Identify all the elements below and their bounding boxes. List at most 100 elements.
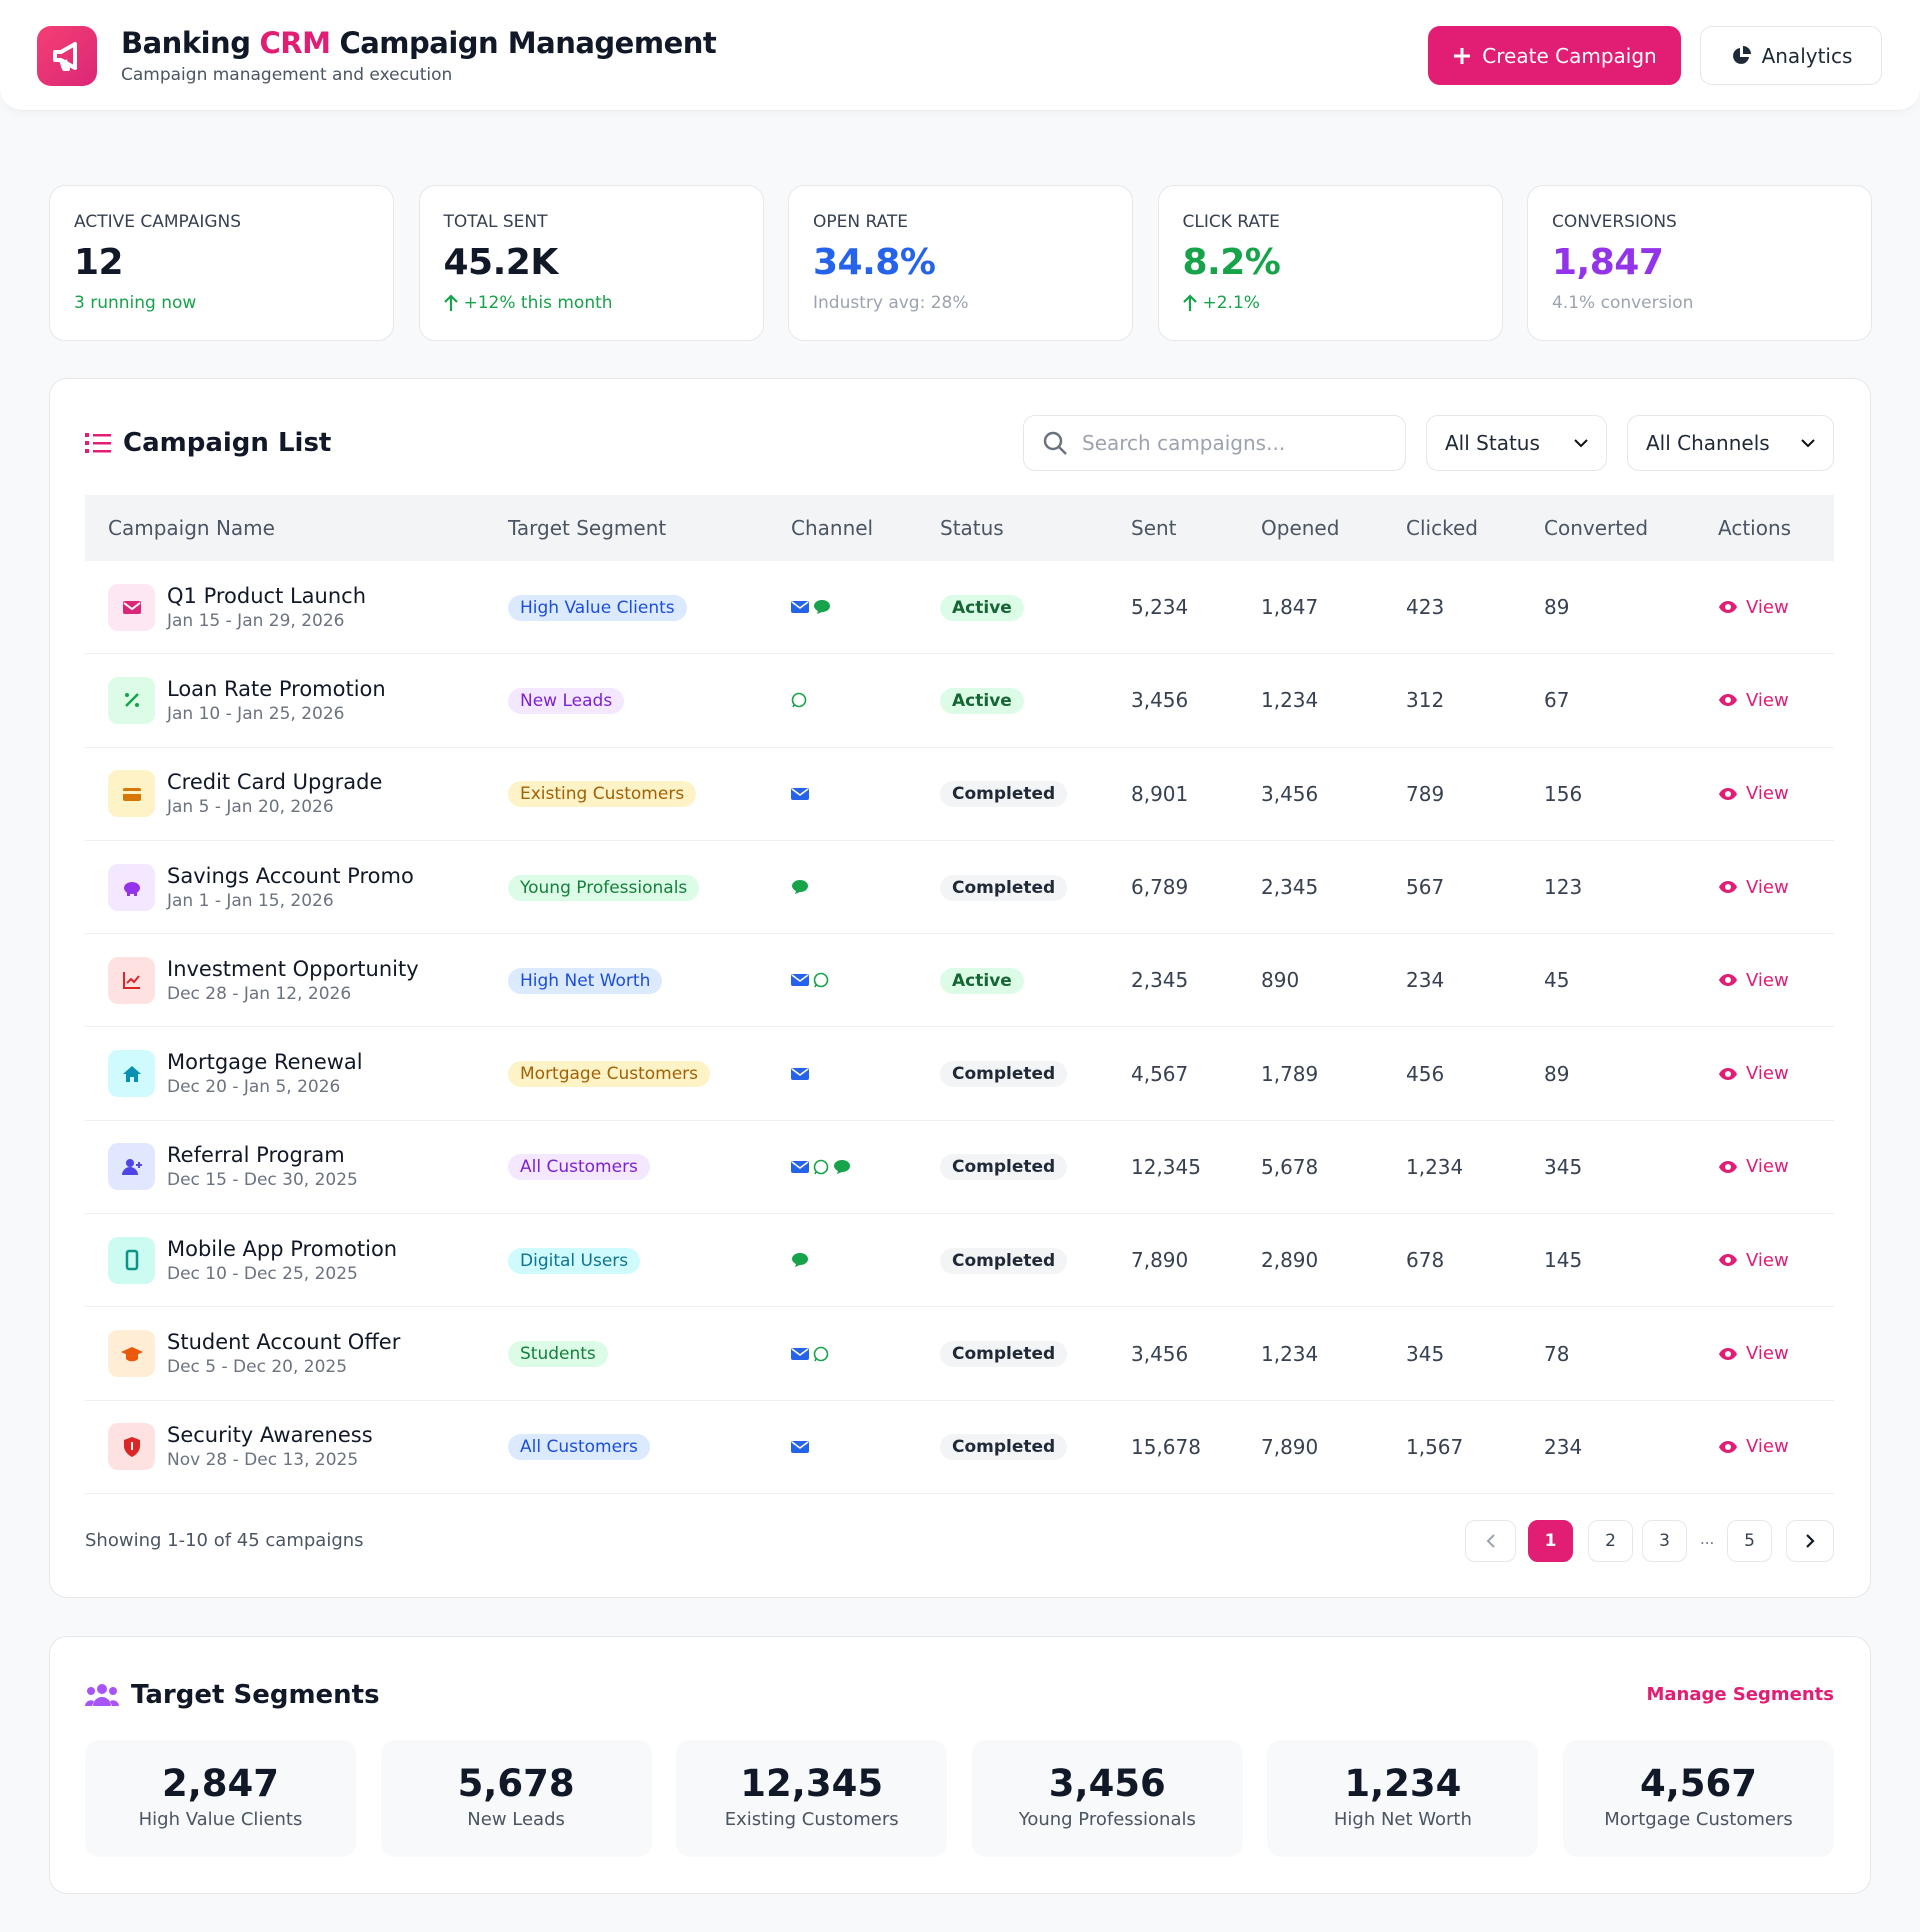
clicked-cell: 1,234	[1406, 1154, 1464, 1179]
icon-part	[791, 1441, 809, 1449]
view-action[interactable]: View	[1718, 1156, 1834, 1177]
stat-card: ACTIVE CAMPAIGNS 12 3 running now	[49, 185, 394, 341]
page-button[interactable]: 3	[1642, 1520, 1687, 1562]
segment-label: High Value Clients	[138, 1809, 303, 1830]
icon	[792, 880, 808, 895]
campaign-dates: Dec 20 - Jan 5, 2026	[167, 1077, 341, 1098]
campaign-table: Campaign Name Target Segment Channel Status…	[85, 495, 1834, 1494]
icon-part	[1725, 697, 1731, 704]
view-action[interactable]: View	[1718, 690, 1834, 711]
campaign-text: Security Awareness Nov 28 - Dec 13, 2025	[167, 1423, 373, 1470]
list-title: Campaign List	[123, 428, 332, 458]
stat-value: 34.8%	[813, 242, 936, 283]
view-label: View	[1746, 1343, 1789, 1365]
view-action[interactable]: View	[1718, 1436, 1834, 1457]
icon-part	[85, 433, 89, 437]
icon-part	[85, 441, 89, 445]
clicked-cell: 678	[1406, 1248, 1445, 1273]
campaign-cell: Mortgage Renewal Dec 20 - Jan 5, 2026	[108, 1050, 508, 1098]
icon	[1719, 1347, 1737, 1360]
icon-part	[1742, 45, 1751, 54]
campaign-dates: Jan 1 - Jan 15, 2026	[167, 890, 334, 911]
converted-cell: 45	[1544, 968, 1570, 993]
segment-card: 3,456 Young Professionals	[971, 1740, 1243, 1857]
segment-pill: Students	[508, 1341, 608, 1368]
view-label: View	[1746, 596, 1789, 618]
icon	[1719, 881, 1737, 894]
stat-value: 12	[74, 242, 124, 283]
title-end: Campaign Management	[339, 26, 717, 60]
view-action[interactable]: View	[1718, 1343, 1834, 1364]
campaign-text: Mortgage Renewal Dec 20 - Jan 5, 2026	[167, 1050, 363, 1097]
campaign-icon	[108, 1330, 155, 1378]
sent-cell: 12,345	[1131, 1154, 1201, 1179]
stat-label: OPEN RATE	[813, 212, 909, 232]
view-label: View	[1746, 1063, 1789, 1085]
status-select[interactable]: All Status	[1426, 415, 1607, 471]
status-pill: Completed	[940, 1061, 1068, 1088]
icon-part	[1182, 294, 1197, 311]
icon	[1182, 294, 1197, 311]
icon	[1719, 694, 1737, 707]
campaign-name: Credit Card Upgrade	[167, 770, 383, 795]
icon-part	[125, 975, 140, 985]
segment-card: 1,234 High Net Worth	[1267, 1740, 1539, 1857]
icon-part	[1725, 790, 1731, 797]
status-cell: Completed	[940, 1433, 1131, 1461]
icon-part	[122, 790, 141, 794]
channel-cell	[791, 692, 940, 708]
view-action[interactable]: View	[1718, 1063, 1834, 1084]
segment-pill: Mortgage Customers	[508, 1061, 711, 1088]
icon-part	[791, 601, 809, 610]
stat-value: 1,847	[1552, 242, 1664, 283]
campaign-dates: Jan 15 - Jan 29, 2026	[167, 610, 345, 631]
campaign-cell: Q1 Product Launch Jan 15 - Jan 29, 2026	[108, 583, 508, 631]
campaign-icon	[108, 1423, 155, 1471]
icon	[792, 1253, 808, 1268]
page-button[interactable]: 1	[1528, 1520, 1573, 1562]
sent-cell: 7,890	[1131, 1248, 1189, 1273]
opened-cell: 1,847	[1261, 595, 1319, 620]
icon	[791, 1067, 809, 1080]
campaign-name: Loan Rate Promotion	[167, 676, 386, 701]
segment-pill: High Value Clients	[508, 594, 687, 621]
icon-part	[93, 450, 111, 453]
manage-link[interactable]: Manage Segments	[1646, 1684, 1834, 1705]
clicked-cell: 456	[1406, 1061, 1445, 1086]
view-action[interactable]: View	[1718, 1250, 1834, 1271]
segment-cell: Students	[508, 1340, 791, 1368]
view-action[interactable]: View	[1718, 970, 1834, 991]
button-label: Create Campaign	[1482, 43, 1657, 68]
header: Banking CRM Campaign Management Campaign m…	[0, 0, 1920, 111]
icon	[834, 1159, 850, 1174]
column-header: Status	[940, 516, 1004, 540]
next-page[interactable]	[1786, 1520, 1834, 1562]
search-input[interactable]: Search campaigns...	[1023, 415, 1406, 471]
view-action[interactable]: View	[1718, 877, 1834, 898]
icon-part	[122, 972, 140, 990]
icon	[122, 601, 141, 615]
opened-cell: 3,456	[1261, 781, 1319, 806]
icon-part	[791, 1347, 809, 1356]
analytics-button[interactable]: Analytics	[1700, 26, 1882, 85]
segment-pill: All Customers	[508, 1154, 650, 1181]
view-action[interactable]: View	[1718, 597, 1834, 618]
column-header: Opened	[1261, 516, 1340, 540]
icon	[791, 1440, 809, 1453]
campaign-cell: Savings Account Promo Jan 1 - Jan 15, 202…	[108, 863, 508, 911]
converted-cell: 67	[1544, 688, 1570, 713]
prev-page[interactable]	[1465, 1520, 1516, 1562]
table-row: Mortgage Renewal Dec 20 - Jan 5, 2026 Mort…	[85, 1027, 1834, 1121]
icon-part	[110, 1700, 119, 1706]
icon-part	[1725, 977, 1731, 984]
icon-part	[792, 704, 796, 708]
channel-select[interactable]: All Channels	[1627, 415, 1834, 471]
view-action[interactable]: View	[1718, 783, 1834, 804]
segment-count: 3,456	[1048, 1762, 1166, 1805]
icon-part	[814, 1170, 818, 1175]
opened-cell: 5,678	[1261, 1154, 1319, 1179]
page-button[interactable]: 5	[1727, 1520, 1772, 1562]
page-button[interactable]: 2	[1588, 1520, 1633, 1562]
status-pill: Completed	[940, 1434, 1068, 1461]
create-button[interactable]: Create Campaign	[1428, 26, 1681, 85]
